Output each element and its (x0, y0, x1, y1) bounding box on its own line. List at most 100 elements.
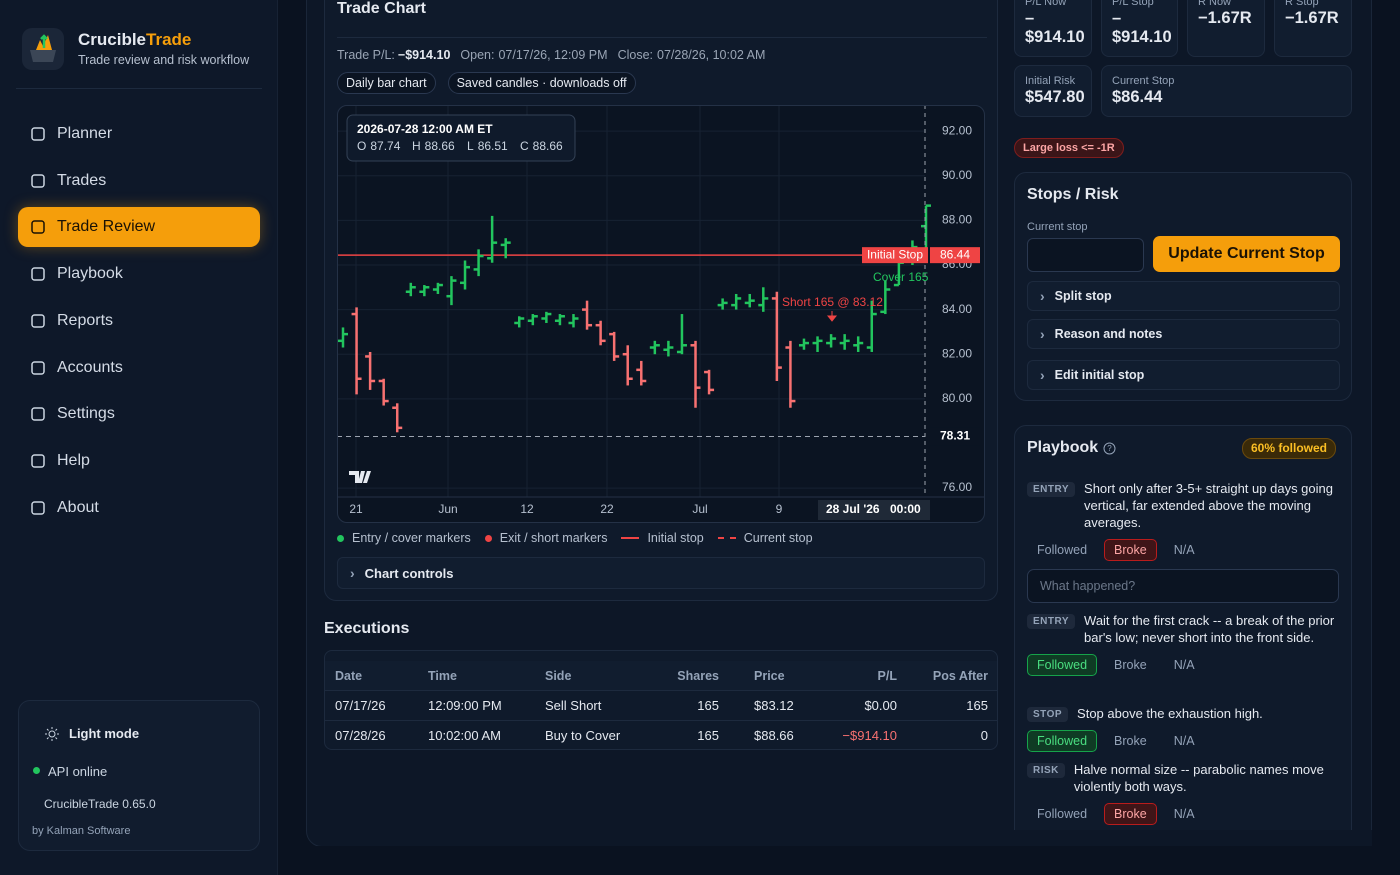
rule-option[interactable]: N/A (1173, 734, 1195, 748)
update-button[interactable]: Update Current Stop (1153, 236, 1340, 272)
short-arrow (826, 311, 838, 322)
divider (337, 37, 987, 38)
nav-icon (31, 267, 45, 281)
status-dot (33, 767, 40, 774)
rule-option[interactable]: Followed (1037, 543, 1088, 557)
initial-stop-price-bg (930, 247, 980, 264)
rule-option[interactable]: N/A (1173, 658, 1195, 672)
stat-card: Current Stop $86.44 (1101, 65, 1352, 117)
y-tick-label: 88.00 (942, 213, 972, 227)
stat-label: P/L Stop (1112, 0, 1154, 8)
nav-item[interactable]: Planner (18, 114, 260, 154)
nav-icon (31, 220, 45, 235)
current-stop-price: 78.31 (940, 429, 970, 443)
help-icon[interactable]: ? (1103, 442, 1116, 455)
sidebar: CrucibleTrade Trade review and risk work… (0, 0, 278, 875)
stop-input[interactable] (1027, 238, 1144, 272)
rule-option[interactable]: Broke (1104, 803, 1157, 825)
summary-value: 07/28/26, 10:02 AM (657, 48, 766, 62)
table-cell: $83.12 (754, 698, 794, 713)
crosshair-label-bg (818, 500, 930, 520)
chart-controls[interactable]: Chart controls (337, 557, 985, 589)
table-cell: −$914.10 (842, 728, 897, 743)
theme-toggle[interactable]: Light mode (69, 726, 140, 741)
tv-logo (349, 471, 371, 483)
rule-option[interactable]: Broke (1114, 658, 1147, 672)
legend-item: Exit / short markers (484, 531, 607, 545)
rule-option[interactable]: Followed (1037, 807, 1088, 821)
accordion[interactable]: Edit initial stop (1027, 360, 1340, 390)
rule-tag: ENTRY (1027, 614, 1076, 629)
nav-item[interactable]: Help (18, 441, 260, 481)
legend-item: Initial stop (621, 531, 704, 545)
nav-icon (31, 500, 45, 515)
rule-tag: STOP (1027, 707, 1069, 722)
table-cell: 0 (980, 728, 988, 743)
tooltip-value: L 86.51 (467, 139, 508, 153)
note-input[interactable]: What happened? (1027, 569, 1339, 603)
accordion[interactable]: Split stop (1027, 281, 1340, 311)
y-tick-label: 84.00 (942, 302, 972, 316)
nav-item[interactable]: Playbook (18, 254, 260, 294)
stat-value: – (1112, 9, 1122, 27)
accordion[interactable]: Reason and notes (1027, 319, 1340, 349)
tagline: Trade review and risk workflow (78, 53, 250, 67)
legend-label: Current stop (743, 531, 813, 545)
rule-option[interactable]: Broke (1114, 734, 1147, 748)
nav-item[interactable]: Trades (18, 161, 260, 201)
initial-stop-tag-bg (862, 247, 928, 264)
table-cell: Price (754, 669, 785, 683)
rule: RISK Halve normal size -- parabolic names… (1027, 761, 1339, 825)
legend-label: Initial stop (647, 531, 704, 545)
initial-stop-price: 86.44 (940, 247, 970, 261)
chart: 92.0090.0088.0086.0084.0082.0080.0076.00… (338, 106, 984, 520)
chip: Saved candles · downloads off (447, 72, 636, 94)
y-tick-label: 80.00 (942, 391, 972, 405)
nav-label: Playbook (57, 265, 123, 283)
x-tick-label: Jun (438, 502, 457, 516)
tooltip-num: 88.66 (425, 139, 455, 153)
svg-text:?: ? (1107, 444, 1112, 453)
rule-option[interactable]: Broke (1104, 539, 1157, 561)
summary-item: Open: 07/17/26, 12:09 PM (460, 48, 607, 62)
followed-badge: 60% followed (1242, 438, 1337, 459)
nav-item[interactable]: Trade Review (18, 207, 260, 248)
rule-option[interactable]: Followed (1027, 654, 1098, 676)
legend-swatch (337, 534, 344, 542)
stat-card: P/L Stop – $914.10 (1101, 0, 1178, 57)
nav-item[interactable]: Reports (18, 301, 260, 341)
chips: Daily bar chart Saved candles · downloads… (337, 72, 636, 94)
tooltip-time: 2026-07-28 12:00 AM ET (357, 122, 493, 136)
table-cell: 07/17/26 (335, 698, 386, 713)
rule-options: Followed Broke N/A (1027, 803, 1339, 825)
section-title: Trade Chart (337, 0, 426, 17)
nav-item[interactable]: Accounts (18, 348, 260, 388)
rule-option[interactable]: Followed (1027, 730, 1098, 752)
current-stop-price-bg (930, 427, 980, 446)
rule-tag: ENTRY (1027, 482, 1076, 497)
rule-row: STOP Stop above the exhaustion high. (1027, 705, 1339, 722)
nav-item[interactable]: About (18, 488, 260, 528)
stat-label: R Stop (1285, 0, 1319, 8)
stat-value: $547.80 (1025, 88, 1085, 106)
nav-icon (31, 314, 45, 328)
table-cell: 10:02:00 AM (428, 728, 501, 743)
nav-item[interactable]: Settings (18, 394, 260, 434)
executions-table: Date Time Side Shares Price P/L Pos After 07/17… (324, 650, 998, 750)
field-label: Current stop (1027, 221, 1088, 233)
stat-label: Current Stop (1112, 75, 1175, 87)
rule-option[interactable]: N/A (1173, 807, 1195, 821)
rule-option[interactable]: N/A (1173, 543, 1195, 557)
stat-label: Initial Risk (1025, 75, 1076, 87)
summary-label: Trade P/L: (337, 48, 395, 62)
rule: STOP Stop above the exhaustion high. Follo… (1027, 705, 1339, 752)
rule-text: Halve normal size -- parabolic names mov… (1073, 762, 1324, 794)
legend-item: Entry / cover markers (337, 531, 471, 545)
nav-label: Help (57, 451, 90, 469)
rule-options: Followed Broke N/A (1027, 539, 1339, 561)
rule-text: Wait for the first crack -- a break of t… (1084, 613, 1335, 645)
tooltip-value: C 88.66 (520, 139, 563, 153)
tooltip-value: H 88.66 (412, 139, 455, 153)
table-cell: 165 (966, 698, 988, 713)
